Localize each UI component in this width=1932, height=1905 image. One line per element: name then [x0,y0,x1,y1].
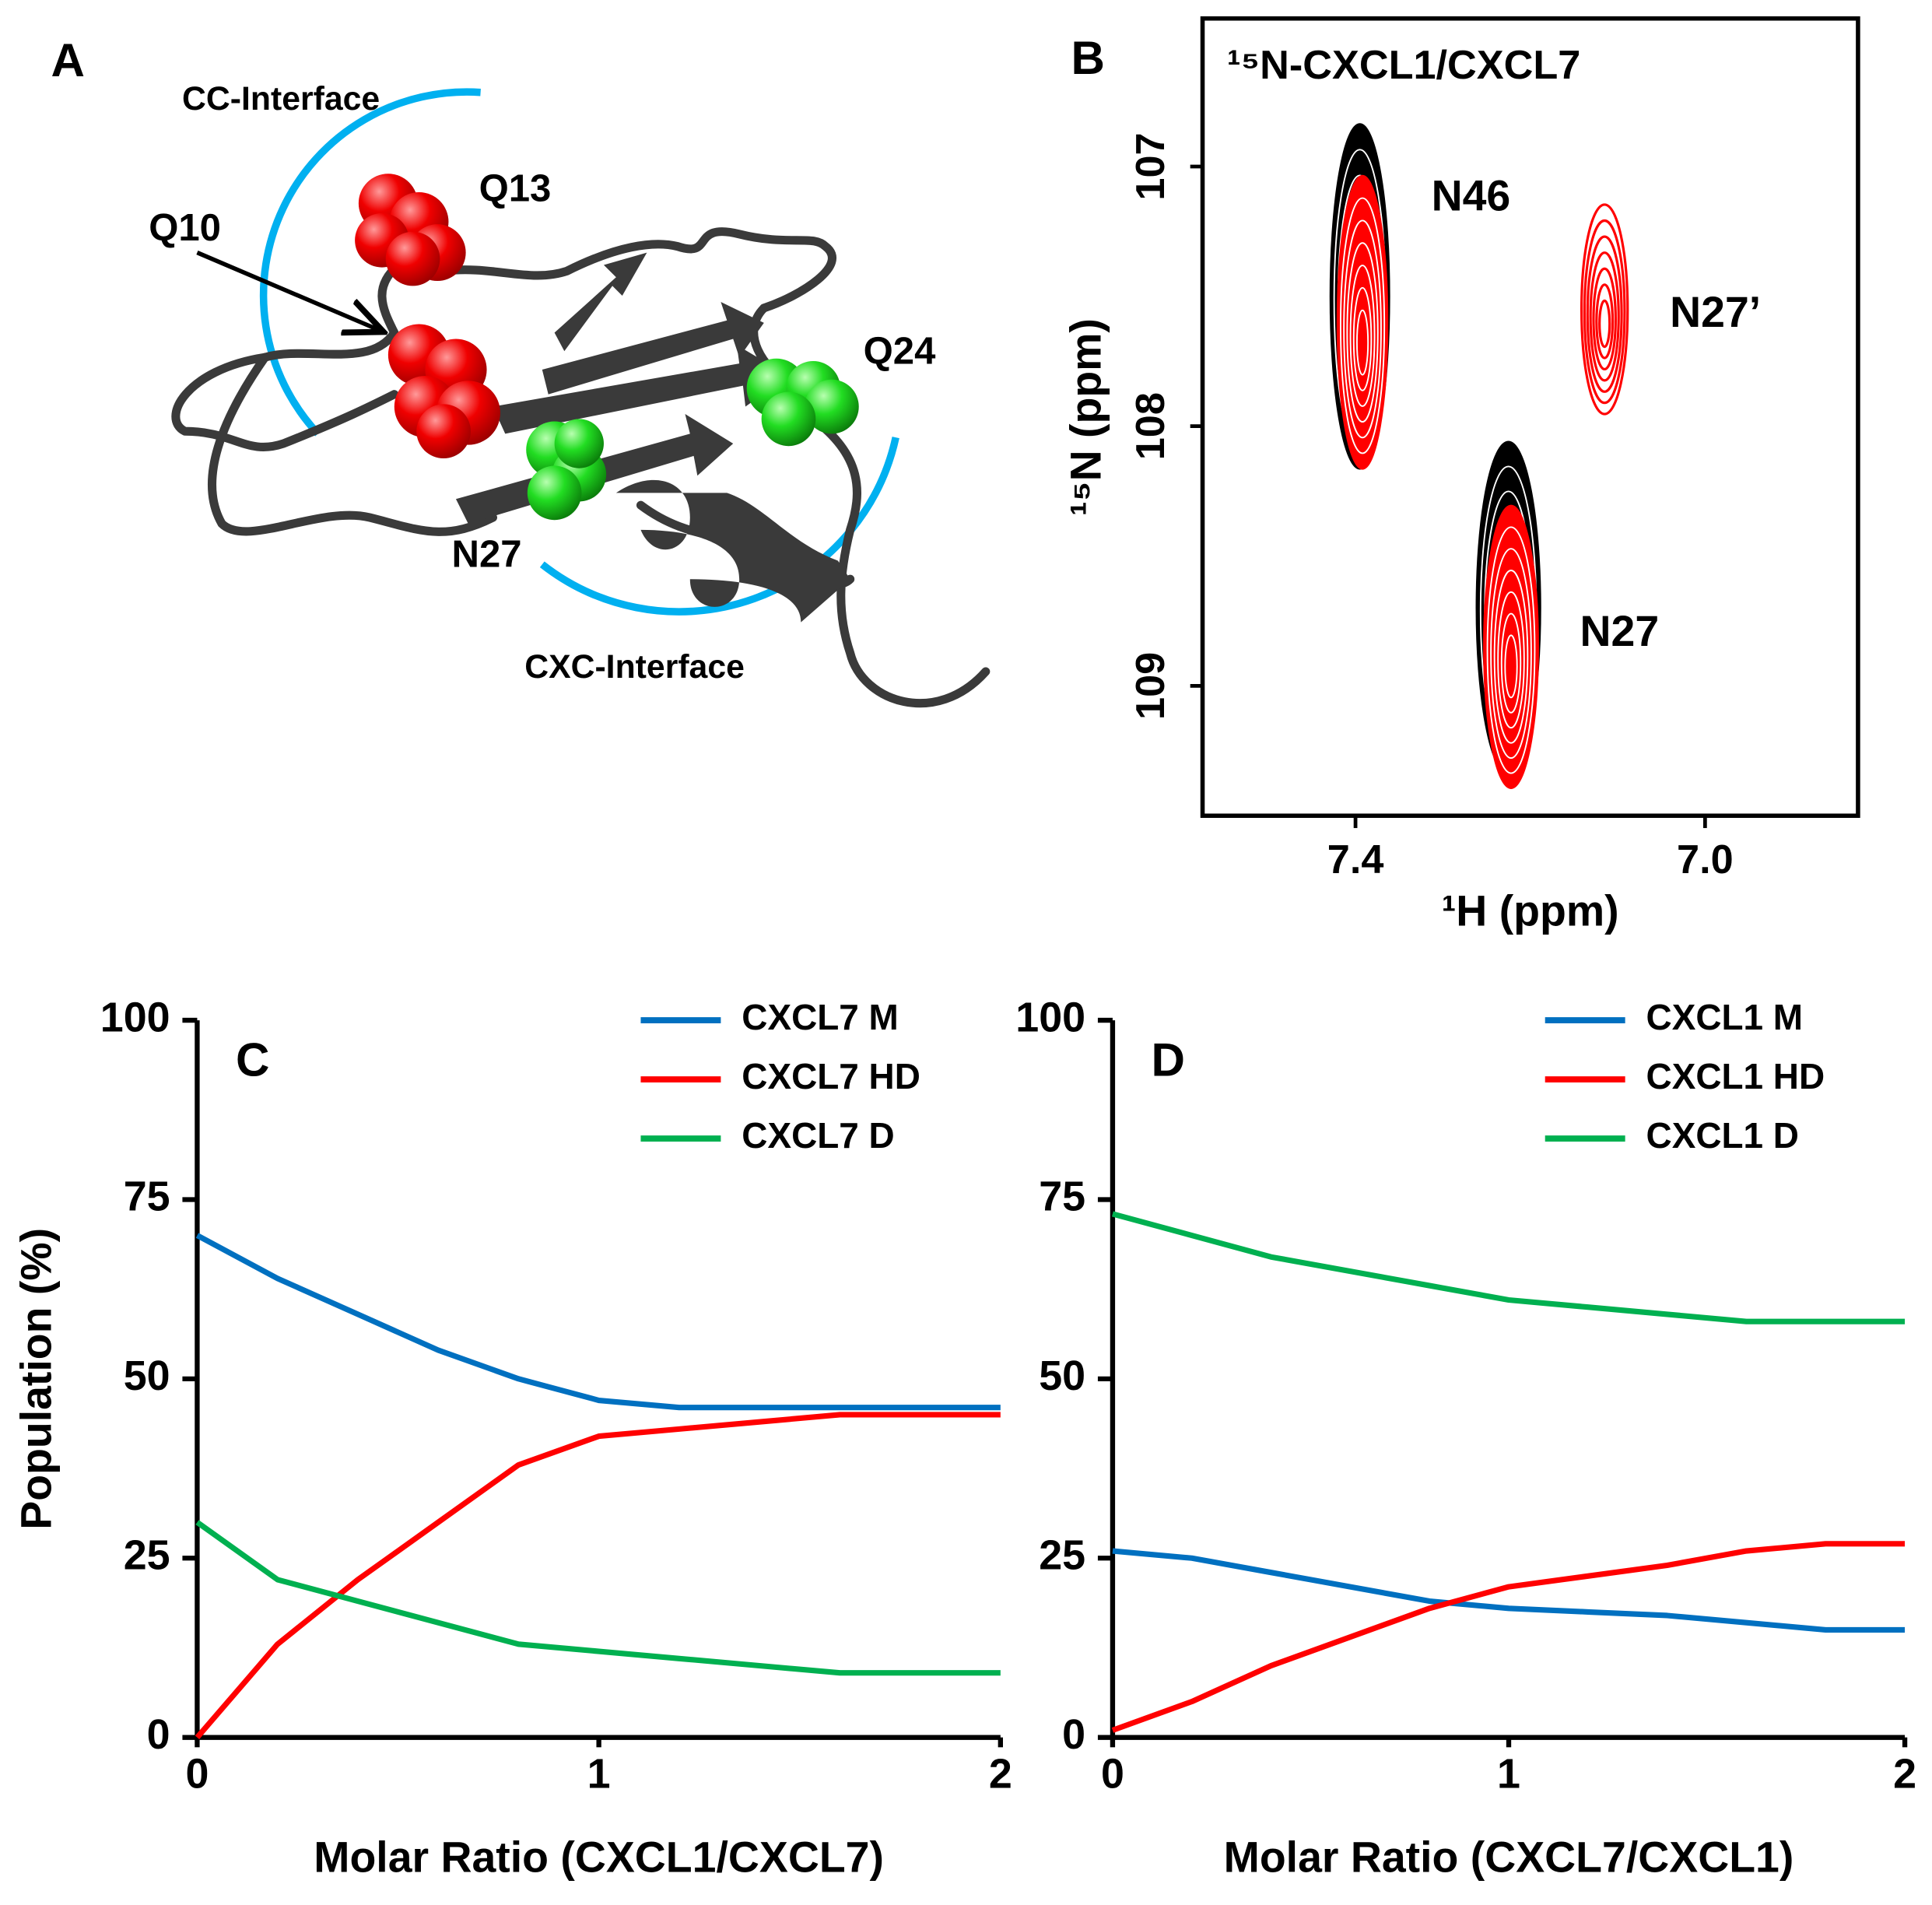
x-tick-label: 0 [185,1751,209,1798]
peak-label: N27 [1580,607,1660,655]
label: CXC-Interface [524,648,745,686]
contour [1592,267,1617,371]
contour [1583,219,1626,405]
contour [1346,242,1379,423]
y-tick-label: 100 [100,994,170,1040]
x-tick-label: 7.0 [1677,837,1734,882]
y-tick-label: 50 [1039,1352,1085,1399]
contour [1483,504,1539,789]
contour [1490,548,1532,760]
y-tick-label: 109 [1128,652,1173,720]
contour [1343,219,1382,439]
contour [1500,612,1522,714]
contour [1595,283,1615,360]
contour [1586,235,1623,393]
x-tick-label: 2 [989,1751,1012,1798]
data-line [1112,1548,1906,1633]
legend-label: CXCL1 M [1646,997,1804,1037]
data-line [195,1233,1001,1411]
contour [1486,526,1536,774]
cc-interface-arc [259,88,481,437]
chart-title: ¹⁵N-CXCL1/CXCL7 [1227,43,1580,88]
y-tick-label: 25 [1039,1531,1085,1578]
x-tick-label: 1 [1497,1751,1520,1798]
y-tick-label: 25 [124,1531,170,1578]
peak [1336,174,1389,470]
arrow [196,251,379,331]
y-tick-label: 75 [1039,1174,1085,1220]
legend-label: CXCL7 HD [742,1056,920,1096]
red-residues [355,174,500,459]
contour [1493,570,1529,744]
contour [1504,634,1518,699]
panel-label: C [236,1033,269,1086]
contour [1580,203,1629,416]
data-line [195,1412,1001,1739]
legend-label: CXCL1 HD [1646,1056,1825,1096]
contour [1598,299,1611,349]
data-line [1111,1541,1906,1733]
ribbon [171,227,991,708]
x-tick-label: 0 [1101,1751,1124,1798]
peak [1483,504,1539,789]
x-axis-label: Molar Ratio (CXCL7/CXCL1) [1224,1833,1794,1882]
y-axis-label: ¹⁵N (ppm) [1061,318,1110,516]
y-tick-label: 50 [124,1352,170,1399]
y-axis-label: Population (%) [12,1228,60,1530]
label: Q24 [864,330,936,372]
x-axis-label: ¹H (ppm) [1442,887,1619,935]
x-tick-label: 7.4 [1327,837,1384,882]
contour [1340,197,1386,454]
peak [1580,203,1629,416]
x-tick-label: 1 [587,1751,611,1798]
contour [1589,251,1620,382]
green-residues [526,358,859,521]
contour [1336,174,1389,470]
panel-a: A CC-Interface Q13 Q10 Q [51,34,991,708]
data-line [1111,1211,1906,1324]
y-tick-label: 0 [1062,1711,1085,1758]
label: CC-Interface [182,80,380,118]
y-tick-label: 0 [147,1711,170,1758]
peak-label: N46 [1432,171,1511,219]
legend-label: CXCL1 D [1646,1115,1799,1156]
contour [1352,286,1373,391]
data-line [195,1520,1001,1676]
y-tick-label: 107 [1128,132,1173,200]
y-tick-label: 100 [1015,994,1085,1040]
contour [1356,309,1369,376]
panel-label: A [51,34,84,86]
peak-label: N27’ [1670,288,1761,336]
label: Q13 [479,167,552,209]
y-tick-label: 75 [124,1174,170,1220]
legend-label: CXCL7 D [742,1115,894,1156]
x-tick-label: 2 [1893,1751,1916,1798]
panel-label: B [1071,32,1105,84]
x-axis-label: Molar Ratio (CXCL1/CXCL7) [314,1833,884,1882]
y-tick-label: 108 [1128,392,1173,460]
plot-frame [1200,16,1860,819]
legend-label: CXCL7 M [742,997,899,1037]
label: Q10 [149,207,221,249]
cxc-interface-arc [539,437,899,616]
contour [1497,591,1525,729]
label: N27 [452,534,522,576]
panel-label: D [1151,1033,1184,1086]
contour [1349,265,1376,407]
